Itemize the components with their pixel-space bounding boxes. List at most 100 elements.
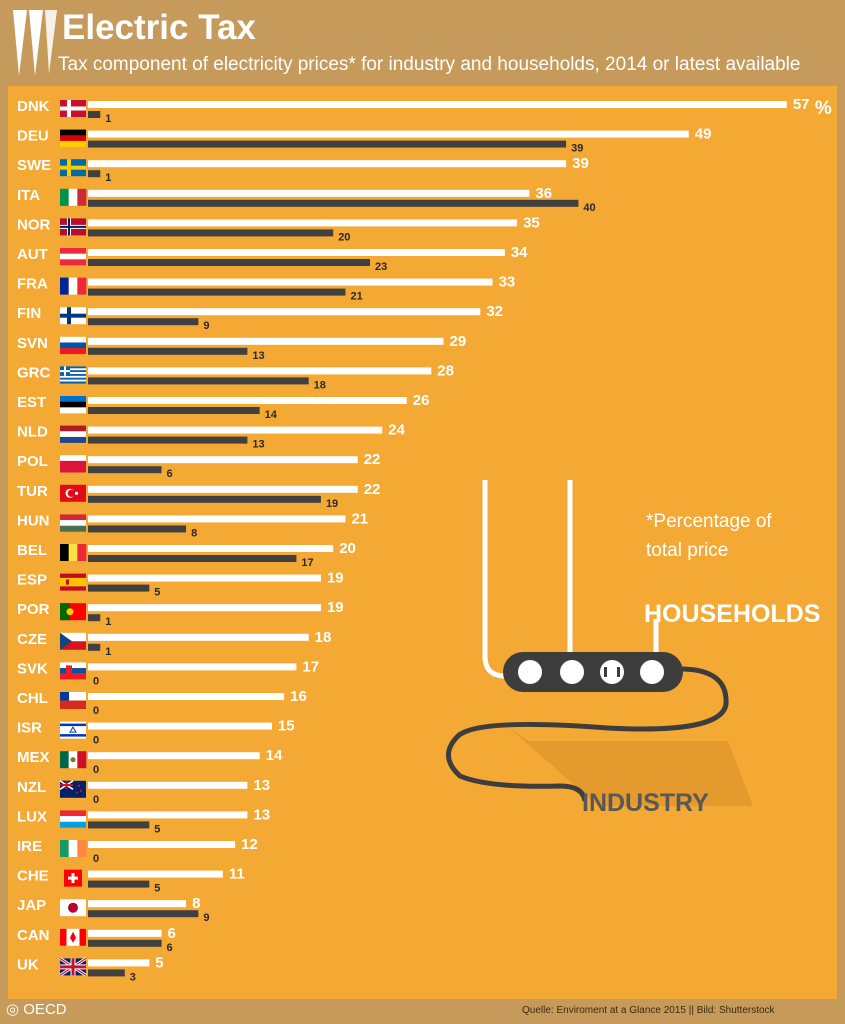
industry-value-label: 6 — [167, 942, 173, 954]
industry-bar — [88, 880, 150, 888]
households-value-label: 24 — [388, 422, 405, 439]
unit-label: % — [815, 98, 832, 119]
households-bar — [88, 219, 518, 227]
country-label: POR — [17, 601, 50, 618]
households-bar — [88, 456, 358, 464]
households-bar — [88, 367, 432, 375]
industry-bar — [88, 288, 346, 296]
industry-value-label: 0 — [93, 794, 99, 806]
households-value-label: 13 — [253, 777, 270, 794]
households-value-label: 6 — [168, 925, 176, 942]
industry-value-label: 0 — [93, 735, 99, 747]
flag-fra-icon — [60, 277, 87, 295]
households-bar — [88, 722, 272, 730]
industry-value-label: 0 — [93, 675, 99, 687]
flag-grc-icon — [60, 366, 86, 384]
households-bar — [88, 189, 530, 197]
industry-bar — [88, 259, 370, 266]
flag-isr-icon — [60, 721, 86, 739]
households-value-label: 21 — [351, 510, 368, 527]
households-value-label: 19 — [327, 599, 344, 616]
industry-bar — [88, 377, 309, 385]
industry-value-label: 1 — [105, 646, 111, 658]
industry-value-label: 9 — [203, 912, 209, 924]
power-strip-illustration — [446, 480, 753, 806]
households-bar — [88, 249, 505, 256]
industry-bar — [88, 466, 162, 474]
flag-pol-icon — [60, 455, 86, 473]
country-label: UK — [17, 956, 39, 973]
page-subtitle: Tax component of electricity prices* for… — [58, 54, 801, 75]
households-value-label: 35 — [523, 214, 540, 231]
industry-value-label: 5 — [154, 587, 160, 599]
households-bar — [88, 485, 358, 493]
flag-chl-icon — [60, 692, 86, 709]
households-value-label: 18 — [315, 629, 332, 646]
households-bar — [88, 308, 481, 316]
flag-dnk-icon — [60, 100, 86, 117]
industry-bar — [88, 939, 162, 947]
flag-ita-icon — [60, 188, 87, 206]
households-value-label: 13 — [253, 806, 270, 823]
country-label: JAP — [17, 897, 46, 914]
households-bar — [88, 160, 567, 168]
industry-bar — [88, 318, 199, 326]
industry-bar — [88, 436, 248, 444]
flag-por-icon — [60, 603, 86, 621]
industry-bar — [88, 910, 199, 918]
households-value-label: 12 — [241, 836, 258, 853]
households-bar — [88, 959, 150, 967]
flag-bel-icon — [60, 544, 87, 561]
households-bar — [88, 397, 407, 404]
footnote: *Percentage of total price — [646, 511, 772, 561]
industry-value-label: 3 — [130, 971, 136, 983]
industry-bar — [88, 555, 297, 562]
flag-uk-icon — [59, 957, 87, 977]
country-label: EST — [17, 394, 46, 411]
country-label: NZL — [17, 779, 46, 796]
industry-value-label: 1 — [105, 113, 111, 125]
flag-nld-icon — [60, 425, 86, 443]
country-label: CAN — [17, 927, 50, 944]
households-value-label: 32 — [486, 303, 503, 320]
flag-tur-icon — [60, 484, 86, 502]
households-value-label: 34 — [511, 244, 528, 261]
households-bar — [88, 900, 187, 908]
households-value-label: 28 — [437, 362, 454, 379]
source-note: Quelle: Enviroment at a Glance 2015 || B… — [522, 1005, 775, 1016]
industry-value-label: 13 — [252, 350, 264, 362]
industry-value-label: 0 — [93, 853, 99, 865]
industry-bar — [88, 614, 101, 622]
households-bar — [88, 515, 346, 523]
households-bar — [88, 663, 297, 671]
households-bar — [88, 337, 444, 345]
page-title: Electric Tax — [62, 8, 256, 47]
country-label: DEU — [17, 128, 49, 145]
industry-bar — [88, 495, 321, 503]
flag-esp-icon — [60, 573, 86, 591]
industry-bar — [88, 199, 579, 207]
households-bar — [88, 752, 260, 760]
industry-value-label: 17 — [301, 557, 313, 569]
flag-ire-icon — [60, 840, 87, 857]
country-label: CHE — [17, 868, 49, 885]
industry-value-label: 23 — [375, 261, 387, 273]
industry-value-label: 8 — [191, 527, 197, 539]
country-label: ITA — [17, 187, 40, 204]
oecd-logo-icon: ◎ — [6, 1001, 20, 1018]
industry-value-label: 1 — [105, 172, 111, 184]
industry-bar — [88, 140, 567, 148]
country-label: LUX — [17, 808, 47, 825]
households-value-label: 20 — [339, 540, 356, 557]
oecd-leaves-icon — [13, 10, 57, 76]
households-bar — [88, 278, 493, 286]
flag-lux-icon — [60, 810, 86, 828]
country-label: BEL — [17, 542, 47, 559]
households-value-label: 17 — [302, 658, 319, 675]
industry-value-label: 1 — [105, 616, 111, 628]
country-label: SWE — [17, 157, 51, 174]
flag-fin-icon — [60, 307, 86, 325]
industry-value-label: 19 — [326, 498, 338, 510]
country-label: ISR — [17, 720, 42, 737]
